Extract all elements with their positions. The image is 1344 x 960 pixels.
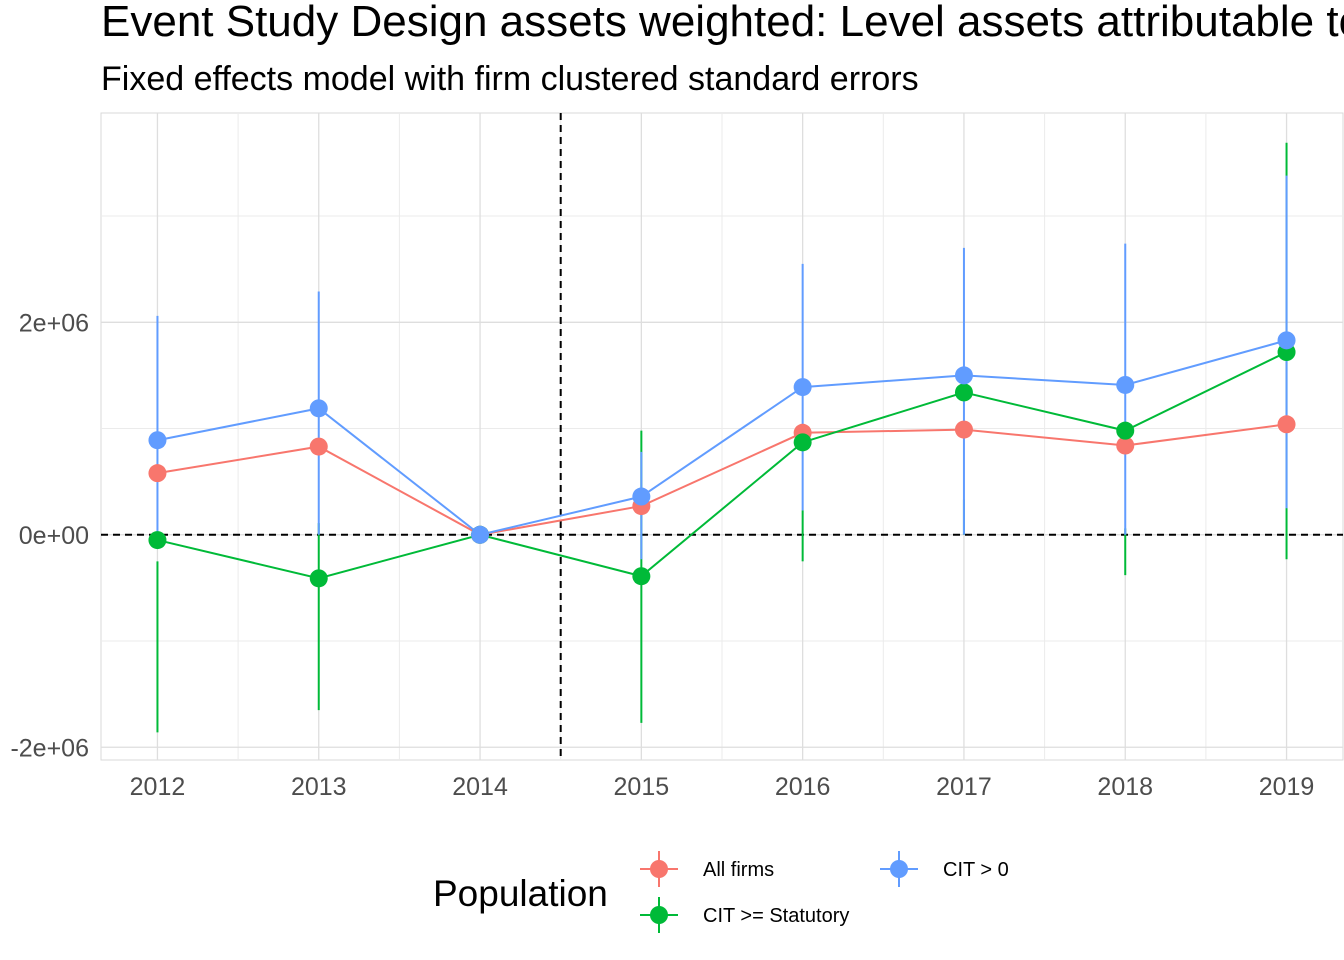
y-tick-label: 2e+06 bbox=[19, 309, 89, 337]
legend-key-point bbox=[650, 860, 668, 878]
point-cit-0 bbox=[954, 366, 973, 385]
legend-label: All firms bbox=[703, 859, 774, 881]
point-cit-statutory bbox=[1116, 421, 1135, 440]
y-tick-label: 0e+00 bbox=[19, 522, 89, 550]
point-cit-0 bbox=[148, 431, 167, 450]
point-cit-statutory bbox=[309, 569, 328, 588]
point-all-firms bbox=[954, 420, 973, 439]
legend-item-all-firms: All firms bbox=[640, 851, 774, 887]
point-cit-statutory bbox=[793, 433, 812, 452]
y-axis-ticks: -2e+06 0e+00 2e+06 bbox=[10, 309, 89, 762]
point-all-firms bbox=[309, 437, 328, 456]
point-cit-0 bbox=[1277, 331, 1296, 350]
x-tick-label: 2015 bbox=[614, 773, 670, 801]
point-cit-0 bbox=[793, 378, 812, 397]
point-all-firms bbox=[1277, 415, 1296, 434]
legend-keys: All firms CIT >= Statutory CIT > 0 bbox=[640, 851, 1009, 933]
chart-title: Event Study Design assets weighted: Leve… bbox=[101, 0, 1344, 46]
point-all-firms bbox=[148, 464, 167, 483]
series-line-all-firms bbox=[157, 423, 1287, 536]
chart-subtitle: Fixed effects model with firm clustered … bbox=[101, 60, 919, 98]
legend-label: CIT >= Statutory bbox=[703, 905, 849, 927]
legend-item-cit-statutory: CIT >= Statutory bbox=[640, 897, 849, 933]
x-tick-label: 2013 bbox=[291, 773, 347, 801]
x-tick-label: 2012 bbox=[130, 773, 186, 801]
legend-title: Population bbox=[433, 873, 608, 914]
x-tick-label: 2016 bbox=[775, 773, 831, 801]
grid-minor bbox=[101, 113, 1343, 760]
y-tick-label: -2e+06 bbox=[10, 734, 89, 762]
series-layer bbox=[148, 142, 1296, 733]
legend-key-point bbox=[890, 860, 908, 878]
point-all-firms bbox=[1116, 436, 1135, 455]
x-axis-ticks: 2012 2013 2014 2015 2016 2017 2018 2019 bbox=[130, 773, 1315, 801]
x-tick-label: 2014 bbox=[452, 773, 508, 801]
series-line-cit-statutory bbox=[157, 351, 1287, 580]
x-tick-label: 2017 bbox=[936, 773, 992, 801]
reference-lines bbox=[101, 113, 1343, 760]
legend-label: CIT > 0 bbox=[943, 859, 1009, 881]
legend: Population All firms CIT >= Statutory CIT … bbox=[433, 851, 1009, 933]
point-cit-0 bbox=[309, 399, 328, 418]
series-all-firms bbox=[157, 423, 1287, 536]
point-cit-statutory bbox=[632, 567, 651, 586]
legend-key-point bbox=[650, 906, 668, 924]
point-cit-statutory bbox=[148, 531, 167, 550]
point-cit-0 bbox=[632, 487, 651, 506]
point-cit-0 bbox=[471, 525, 490, 544]
series-line-cit-0 bbox=[157, 339, 1287, 536]
legend-item-cit-0: CIT > 0 bbox=[880, 851, 1009, 887]
x-tick-label: 2018 bbox=[1097, 773, 1153, 801]
point-cit-statutory bbox=[954, 383, 973, 402]
point-cit-0 bbox=[1116, 375, 1135, 394]
x-tick-label: 2019 bbox=[1259, 773, 1315, 801]
